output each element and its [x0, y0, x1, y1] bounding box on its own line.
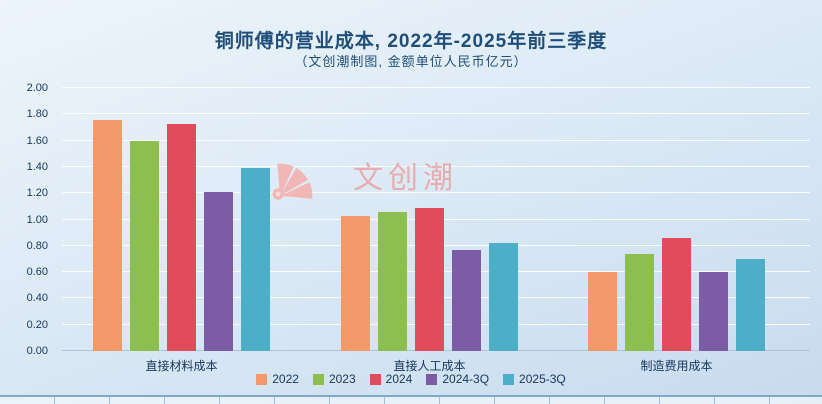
y-axis-labels: 0.00 0.20 0.40 0.60 0.80 1.00 1.20 1.40 1.60 1.80…	[4, 82, 54, 357]
legend-label-2022: 2022	[272, 372, 299, 386]
legend-item-2024: 2024	[369, 372, 413, 386]
bar-groups	[62, 88, 810, 351]
gridline-1.60	[62, 139, 810, 141]
legend-item-2024-3Q: 2024-3Q	[426, 372, 489, 386]
legend-label-2025-3Q: 2025-3Q	[519, 372, 566, 386]
bar-2022-制造费用成本	[588, 272, 617, 351]
x-axis-label-直接人工成本: 直接人工成本	[393, 359, 466, 373]
table-edge-strip	[0, 395, 822, 404]
y-tick-label-2.00: 2.00	[26, 82, 48, 94]
bar-2024-直接人工成本	[415, 207, 444, 351]
bar-group-1	[93, 88, 270, 351]
legend-item-2022: 2022	[256, 372, 299, 386]
y-tick-label-1.40: 1.40	[26, 160, 48, 173]
x-axis-label-制造费用成本: 制造费用成本	[640, 359, 713, 373]
legend: 2022 2023 2024 2024-3Q 2025-3Q	[0, 372, 822, 386]
legend-label-2024: 2024	[385, 372, 413, 386]
bar-2024-3Q-制造费用成本	[699, 272, 728, 351]
legend-item-2023: 2023	[312, 372, 356, 386]
bar-2024-制造费用成本	[662, 237, 691, 351]
legend-swatch-2023	[312, 373, 324, 385]
bar-2022-直接材料成本	[93, 119, 122, 351]
gridline-2.00	[62, 87, 810, 88]
bar-2023-制造费用成本	[625, 253, 654, 351]
y-tick-label-0.80: 0.80	[26, 239, 48, 252]
y-tick-label-1.60: 1.60	[26, 134, 48, 147]
chart-title: 铜师傅的营业成本, 2022年-2025年前三季度	[214, 31, 608, 52]
y-tick-label-0.20: 0.20	[26, 318, 48, 331]
plot-area: 0.00 0.20 0.40 0.60 0.80 1.00 1.20 1.40 1.60 1.80…	[27, 82, 810, 373]
chart-subtitle: （文创潮制图, 金额单位人民币亿元）	[294, 54, 528, 69]
y-tick-label-1.80: 1.80	[26, 108, 48, 121]
legend-swatch-2022	[256, 373, 268, 385]
legend-item-2025-3Q: 2025-3Q	[503, 372, 566, 386]
legend-swatch-2024	[369, 373, 381, 385]
y-tick-label-1.00: 1.00	[26, 213, 48, 226]
gridline-1.80	[62, 113, 810, 115]
bar-2022-直接人工成本	[341, 215, 370, 351]
bar-group-3	[588, 88, 765, 351]
bar-2024-3Q-直接人工成本	[452, 249, 481, 351]
y-tick-label-0.60: 0.60	[26, 266, 48, 279]
x-axis-labels: 直接材料成本 直接人工成本 制造费用成本	[62, 88, 810, 373]
legend-swatch-2024-3Q	[426, 373, 438, 385]
bar-2025-3Q-直接材料成本	[241, 168, 270, 351]
x-axis-label-直接材料成本: 直接材料成本	[145, 359, 218, 373]
bar-group-2	[341, 88, 518, 351]
bar-2025-3Q-直接人工成本	[489, 243, 518, 351]
bar-2025-3Q-制造费用成本	[736, 258, 765, 351]
bar-2023-直接材料成本	[130, 140, 159, 351]
gridline-1.20	[62, 192, 810, 194]
bar-2023-直接人工成本	[378, 211, 407, 351]
y-tick-label-1.20: 1.20	[26, 187, 48, 200]
y-tick-label-0.40: 0.40	[26, 292, 48, 305]
legend-swatch-2025-3Q	[503, 373, 515, 385]
legend-label-2024-3Q: 2024-3Q	[442, 372, 490, 386]
legend-label-2023: 2023	[328, 372, 356, 386]
bar-2024-直接材料成本	[167, 123, 196, 351]
gridline-1.40	[62, 165, 810, 167]
bar-2024-3Q-直接材料成本	[204, 191, 233, 351]
y-tick-label-0.00: 0.00	[26, 345, 48, 357]
